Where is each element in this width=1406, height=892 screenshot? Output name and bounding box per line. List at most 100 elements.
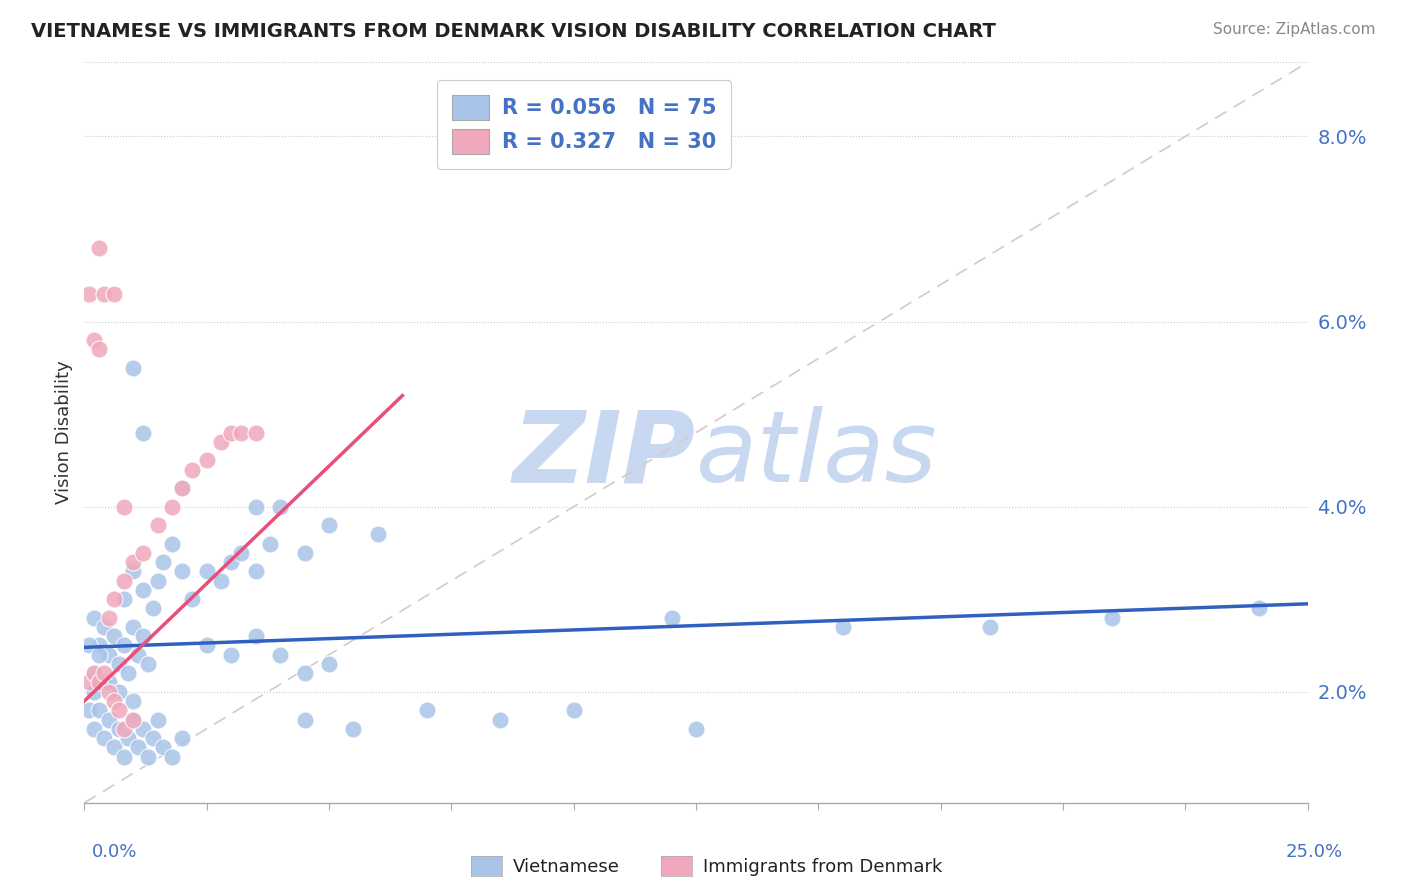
Point bbox=[142, 731, 165, 745]
Point bbox=[112, 639, 135, 653]
Point bbox=[685, 722, 707, 736]
Point bbox=[245, 629, 267, 643]
Text: Source: ZipAtlas.com: Source: ZipAtlas.com bbox=[1212, 22, 1375, 37]
Point bbox=[136, 749, 159, 764]
Point bbox=[97, 713, 120, 727]
Point bbox=[1101, 610, 1123, 624]
Point bbox=[77, 675, 100, 690]
Point bbox=[132, 722, 155, 736]
Point bbox=[245, 425, 267, 440]
Point bbox=[162, 749, 184, 764]
Point bbox=[112, 500, 135, 514]
Point bbox=[831, 620, 853, 634]
Point bbox=[122, 713, 145, 727]
Point bbox=[245, 500, 267, 514]
Point bbox=[172, 481, 194, 495]
Point bbox=[83, 666, 105, 681]
Point bbox=[83, 685, 105, 699]
Point bbox=[117, 666, 139, 681]
Point bbox=[146, 574, 169, 588]
Point bbox=[152, 740, 174, 755]
Point bbox=[132, 629, 155, 643]
Point bbox=[77, 703, 100, 717]
Point bbox=[294, 546, 316, 560]
Point bbox=[132, 582, 155, 597]
Point bbox=[195, 565, 218, 579]
Point bbox=[83, 666, 105, 681]
Point bbox=[318, 657, 340, 671]
Point bbox=[122, 360, 145, 375]
Point bbox=[562, 703, 585, 717]
Point bbox=[209, 574, 232, 588]
Point bbox=[489, 713, 512, 727]
Point bbox=[979, 620, 1001, 634]
Point bbox=[416, 703, 439, 717]
Point bbox=[93, 731, 115, 745]
Point bbox=[342, 722, 364, 736]
Point bbox=[162, 536, 184, 550]
Text: Immigrants from Denmark: Immigrants from Denmark bbox=[703, 858, 942, 876]
Text: atlas: atlas bbox=[696, 407, 938, 503]
Point bbox=[117, 731, 139, 745]
Point bbox=[142, 601, 165, 615]
Point bbox=[294, 713, 316, 727]
Point bbox=[181, 592, 204, 607]
Point bbox=[132, 546, 155, 560]
Point bbox=[103, 592, 125, 607]
Point bbox=[103, 286, 125, 301]
Text: VIETNAMESE VS IMMIGRANTS FROM DENMARK VISION DISABILITY CORRELATION CHART: VIETNAMESE VS IMMIGRANTS FROM DENMARK VI… bbox=[31, 22, 995, 41]
Point bbox=[107, 703, 129, 717]
Point bbox=[103, 740, 125, 755]
Point bbox=[87, 343, 110, 357]
Point bbox=[112, 574, 135, 588]
Point bbox=[112, 592, 135, 607]
Point bbox=[103, 629, 125, 643]
Point bbox=[294, 666, 316, 681]
Point bbox=[107, 685, 129, 699]
Point bbox=[122, 713, 145, 727]
Point bbox=[269, 648, 291, 662]
Point bbox=[122, 555, 145, 569]
Text: Vietnamese: Vietnamese bbox=[513, 858, 620, 876]
Point bbox=[107, 657, 129, 671]
Point bbox=[367, 527, 389, 541]
Point bbox=[209, 434, 232, 449]
Point bbox=[77, 639, 100, 653]
Y-axis label: Vision Disability: Vision Disability bbox=[55, 360, 73, 505]
Point bbox=[219, 425, 242, 440]
Point bbox=[107, 722, 129, 736]
Point bbox=[162, 500, 184, 514]
Text: 25.0%: 25.0% bbox=[1285, 843, 1343, 861]
Point bbox=[146, 713, 169, 727]
Legend: R = 0.056   N = 75, R = 0.327   N = 30: R = 0.056 N = 75, R = 0.327 N = 30 bbox=[437, 80, 731, 169]
Point bbox=[152, 555, 174, 569]
Point bbox=[661, 610, 683, 624]
Point bbox=[93, 620, 115, 634]
Point bbox=[245, 565, 267, 579]
Text: 0.0%: 0.0% bbox=[91, 843, 136, 861]
Point bbox=[97, 648, 120, 662]
Point bbox=[87, 240, 110, 254]
Text: ZIP: ZIP bbox=[513, 407, 696, 503]
Point bbox=[87, 648, 110, 662]
Point bbox=[219, 555, 242, 569]
Point bbox=[97, 685, 120, 699]
Point bbox=[127, 740, 149, 755]
Point bbox=[181, 462, 204, 476]
Point bbox=[229, 425, 252, 440]
Point bbox=[93, 286, 115, 301]
Point bbox=[269, 500, 291, 514]
Point bbox=[136, 657, 159, 671]
Point bbox=[83, 610, 105, 624]
Point bbox=[122, 620, 145, 634]
Point bbox=[93, 666, 115, 681]
Point bbox=[172, 481, 194, 495]
Point bbox=[195, 639, 218, 653]
Point bbox=[172, 731, 194, 745]
Point bbox=[97, 610, 120, 624]
Point bbox=[83, 722, 105, 736]
Point bbox=[229, 546, 252, 560]
Point bbox=[122, 565, 145, 579]
Point bbox=[87, 639, 110, 653]
Point bbox=[146, 518, 169, 533]
